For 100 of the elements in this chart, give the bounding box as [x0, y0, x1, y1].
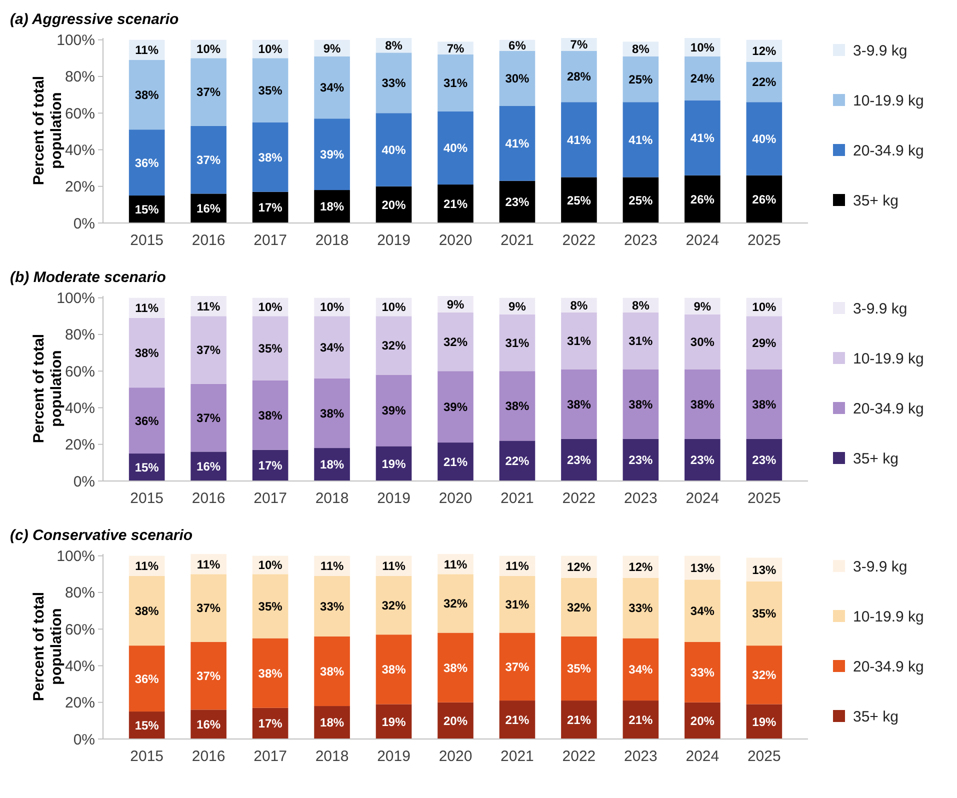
- data-label: 24%: [690, 71, 715, 86]
- data-label: 25%: [628, 193, 654, 208]
- data-label: 8%: [632, 42, 650, 56]
- data-label: 32%: [382, 598, 406, 612]
- bar: [499, 371, 536, 441]
- bar: [561, 636, 597, 701]
- x-tick-label: 2016: [192, 490, 226, 507]
- data-label: 38%: [258, 408, 283, 422]
- legend-label: 10-19.9 kg: [853, 608, 924, 626]
- data-label: 37%: [196, 669, 221, 684]
- data-label: 9%: [446, 297, 464, 312]
- data-label: 12%: [752, 44, 776, 58]
- data-label: 38%: [628, 397, 654, 412]
- data-label: 10%: [382, 300, 406, 314]
- bar: [561, 578, 597, 636]
- x-tick-label: 2017: [254, 490, 287, 507]
- data-label: 26%: [752, 192, 776, 206]
- data-label: 39%: [382, 404, 406, 418]
- y-axis-title: Percent of total population: [30, 334, 65, 444]
- bar: [252, 380, 288, 450]
- y-tick-label: 100%: [56, 32, 95, 50]
- bar: [314, 316, 350, 378]
- bar: [252, 122, 288, 192]
- data-label: 40%: [443, 141, 468, 156]
- data-label: 11%: [196, 299, 221, 314]
- x-tick-label: 2018: [315, 490, 349, 507]
- bar: [438, 184, 474, 223]
- data-label: 23%: [752, 453, 776, 468]
- bar: [746, 581, 782, 646]
- x-tick-label: 2022: [562, 748, 596, 765]
- data-label: 33%: [628, 601, 654, 616]
- x-tick-label: 2016: [192, 232, 226, 249]
- bar: [746, 175, 782, 223]
- data-label: 37%: [196, 153, 221, 168]
- data-label: 31%: [505, 336, 530, 350]
- data-label: 8%: [632, 298, 650, 312]
- data-label: 20%: [690, 714, 715, 728]
- data-label: 31%: [628, 334, 654, 348]
- data-label: 9%: [323, 41, 342, 56]
- data-label: 38%: [320, 664, 344, 678]
- bar: [252, 638, 288, 708]
- bar: [128, 318, 165, 388]
- legend-label: 35+ kg: [853, 708, 898, 726]
- bar: [684, 438, 720, 481]
- bar: [376, 576, 412, 635]
- x-tick-label: 2023: [624, 490, 658, 507]
- y-tick-label: 40%: [64, 142, 95, 159]
- data-label: 10%: [320, 300, 344, 314]
- bar: [128, 388, 165, 454]
- x-tick-label: 2023: [624, 748, 658, 765]
- data-label: 38%: [258, 150, 283, 164]
- legend-label: 20-34.9 kg: [853, 142, 924, 160]
- data-label: 15%: [134, 718, 160, 732]
- bar: [622, 56, 659, 102]
- data-label: 35%: [258, 599, 283, 614]
- data-label: 8%: [570, 298, 588, 312]
- bar: [314, 56, 350, 119]
- bar: [438, 371, 474, 443]
- bar: [438, 312, 474, 372]
- bar: [746, 102, 782, 176]
- data-label: 38%: [690, 397, 715, 412]
- x-tick-label: 2025: [747, 232, 781, 249]
- bar: [499, 50, 536, 106]
- data-label: 33%: [382, 76, 406, 90]
- x-tick-label: 2015: [130, 490, 164, 507]
- y-axis-title: Percent of total population: [30, 76, 65, 186]
- data-label: 25%: [628, 72, 654, 86]
- legend-label: 3-9.9 kg: [853, 42, 908, 60]
- x-tick-label: 2015: [130, 232, 164, 249]
- bar: [499, 576, 536, 633]
- data-label: 22%: [752, 75, 776, 90]
- x-tick-label: 2024: [686, 490, 720, 507]
- bar: [746, 369, 782, 439]
- data-label: 10%: [752, 300, 776, 314]
- data-label: 18%: [320, 716, 344, 730]
- data-label: 35%: [752, 606, 776, 621]
- legend-label: 3-9.9 kg: [853, 300, 908, 318]
- bar: [499, 632, 536, 701]
- data-label: 34%: [320, 340, 344, 354]
- data-label: 31%: [505, 598, 530, 612]
- x-tick-label: 2023: [624, 232, 658, 249]
- data-label: 40%: [382, 142, 406, 157]
- bar: [190, 384, 226, 452]
- data-label: 7%: [570, 38, 588, 52]
- bar: [684, 369, 720, 439]
- data-label: 19%: [752, 714, 776, 729]
- x-tick-label: 2019: [377, 490, 410, 507]
- data-label: 11%: [382, 559, 406, 574]
- data-label: 16%: [196, 460, 221, 474]
- data-label: 10%: [258, 558, 283, 572]
- x-tick-label: 2020: [438, 748, 472, 765]
- data-label: 11%: [320, 559, 344, 574]
- bar: [128, 646, 165, 712]
- data-label: 39%: [320, 148, 344, 162]
- bar: [376, 316, 412, 375]
- y-tick-label: 60%: [64, 105, 95, 122]
- data-label: 38%: [382, 662, 406, 677]
- data-label: 41%: [566, 132, 592, 147]
- data-label: 19%: [382, 456, 406, 471]
- data-label: 41%: [628, 132, 654, 147]
